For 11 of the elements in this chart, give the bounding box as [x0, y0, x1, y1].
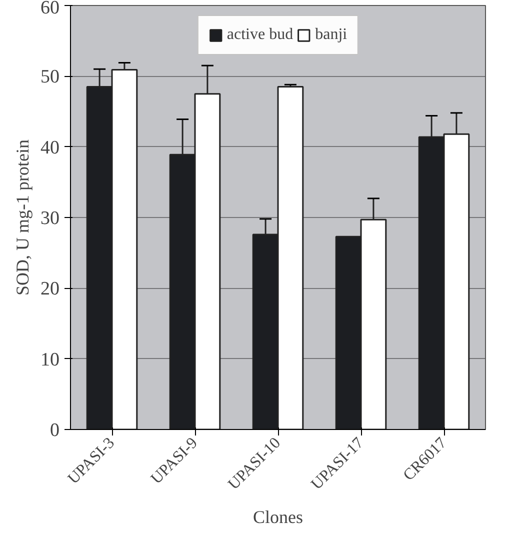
y-tick-label: 50 [40, 66, 60, 88]
y-tick-label: 30 [40, 208, 60, 229]
y-tick-label: 60 [40, 0, 60, 18]
y-tick-label: 20 [40, 278, 60, 300]
y-tick-label: 0 [50, 420, 60, 441]
y-tick-label: 10 [40, 349, 60, 370]
legend-label: banji [315, 26, 348, 44]
y-axis-title: SOD, U mg-1 protein [12, 139, 32, 296]
x-axis-title: Clones [253, 507, 304, 528]
y-tick-label: 40 [40, 137, 60, 158]
legend-label: active bud [226, 26, 294, 44]
